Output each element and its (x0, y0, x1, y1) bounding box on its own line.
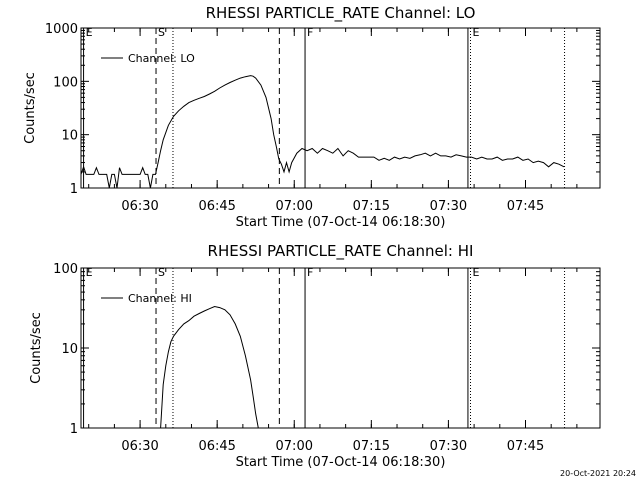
x-tick-label: 07:15 (353, 199, 390, 214)
event-marker-label: S (158, 266, 165, 279)
y-tick-label: 10 (61, 129, 78, 144)
event-marker-label: E (86, 26, 93, 39)
event-marker-label: E (473, 26, 480, 39)
hi-channel-panel: RHESSI PARTICLE_RATE Channel: HI Counts/s… (29, 242, 601, 470)
x-tick-label: 07:00 (276, 199, 313, 214)
chart-title: RHESSI PARTICLE_RATE Channel: HI (208, 242, 474, 261)
event-marker-label: E (473, 266, 480, 279)
y-tick-label: 1000 (45, 22, 78, 37)
plot-frame (80, 267, 601, 429)
x-tick-label: 06:45 (198, 199, 235, 214)
lo-channel-panel: RHESSI PARTICLE_RATE Channel: LO Counts/s… (23, 4, 601, 230)
y-tick-label: 10 (61, 342, 78, 357)
legend-label: Channel: HI (128, 292, 192, 305)
event-marker-label: E (86, 266, 93, 279)
y-axis-label: Counts/sec (23, 72, 38, 144)
plot-frame (80, 27, 601, 189)
event-marker-label: F (307, 26, 313, 39)
x-axis-label: Start Time (07-Oct-14 06:18:30) (236, 455, 446, 470)
x-tick-label: 07:45 (507, 439, 544, 454)
y-tick-label: 100 (53, 262, 78, 277)
x-axis-label: Start Time (07-Oct-14 06:18:30) (236, 215, 446, 230)
x-tick-label: 07:30 (430, 199, 467, 214)
y-tick-label: 100 (53, 75, 78, 90)
y-tick-label: 1 (70, 422, 78, 437)
event-marker-label: F (307, 266, 313, 279)
series-line (80, 75, 565, 189)
x-tick-label: 06:45 (198, 439, 235, 454)
x-tick-label: 07:30 (430, 439, 467, 454)
legend-label: Channel: LO (128, 52, 195, 65)
x-tick-label: 06:30 (121, 439, 158, 454)
chart-title: RHESSI PARTICLE_RATE Channel: LO (206, 4, 476, 23)
y-axis-label: Counts/sec (29, 312, 44, 384)
event-marker-label: S (158, 26, 165, 39)
x-tick-label: 07:00 (276, 439, 313, 454)
series-line (160, 305, 259, 429)
x-tick-label: 06:30 (121, 199, 158, 214)
x-tick-label: 07:45 (507, 199, 544, 214)
y-tick-label: 1 (70, 182, 78, 197)
footer-timestamp: 20-Oct-2021 20:24 (560, 469, 636, 478)
x-tick-label: 07:15 (353, 439, 390, 454)
